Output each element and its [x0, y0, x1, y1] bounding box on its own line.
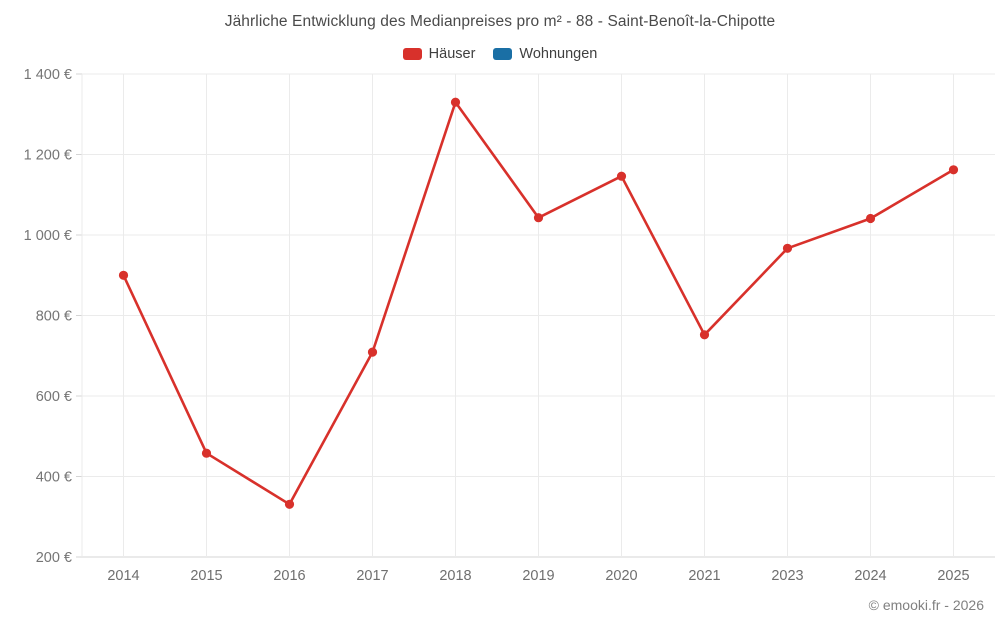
- x-tick-label: 2016: [273, 568, 305, 584]
- y-tick-label: 1 200 €: [24, 148, 72, 164]
- y-tick-label: 400 €: [36, 470, 72, 486]
- y-tick-label: 1 000 €: [24, 228, 72, 244]
- y-tick-label: 600 €: [36, 389, 72, 405]
- x-tick-label: 2025: [937, 568, 969, 584]
- legend-label-wohnungen: Wohnungen: [519, 46, 598, 62]
- y-tick-label: 200 €: [36, 550, 72, 566]
- legend-item-haeuser[interactable]: Häuser: [402, 46, 476, 62]
- chart-legend: Häuser Wohnungen: [0, 46, 1000, 62]
- data-point-2023[interactable]: [782, 243, 793, 253]
- x-tick-label: 2024: [854, 568, 886, 584]
- data-point-2025[interactable]: [948, 165, 959, 175]
- x-tick-label: 2017: [356, 568, 388, 584]
- y-tick-label: 800 €: [36, 309, 72, 325]
- legend-item-wohnungen[interactable]: Wohnungen: [493, 46, 597, 62]
- y-tick-label: 1 400 €: [24, 67, 72, 83]
- data-point-2021[interactable]: [699, 330, 710, 340]
- data-point-2018[interactable]: [450, 97, 461, 107]
- haeuser-swatch-icon: [402, 48, 422, 60]
- data-point-2020[interactable]: [616, 171, 627, 181]
- legend-label-haeuser: Häuser: [428, 46, 476, 62]
- data-point-2014[interactable]: [118, 270, 129, 280]
- x-tick-label: 2023: [771, 568, 803, 584]
- x-tick-label: 2014: [107, 568, 139, 584]
- data-point-2017[interactable]: [367, 347, 378, 357]
- data-point-2016[interactable]: [284, 499, 295, 509]
- x-tick-label: 2015: [190, 568, 222, 584]
- wohnungen-swatch-icon: [493, 48, 513, 60]
- x-tick-label: 2021: [688, 568, 720, 584]
- data-point-2019[interactable]: [533, 213, 544, 223]
- chart-title: Jährliche Entwicklung des Medianpreises …: [224, 13, 776, 30]
- x-tick-label: 2019: [522, 568, 554, 584]
- data-point-2015[interactable]: [201, 448, 212, 458]
- data-point-2024[interactable]: [865, 213, 876, 224]
- x-tick-label: 2020: [605, 568, 637, 584]
- credit-text: © emooki.fr - 2026: [868, 597, 984, 613]
- x-tick-label: 2018: [439, 568, 471, 584]
